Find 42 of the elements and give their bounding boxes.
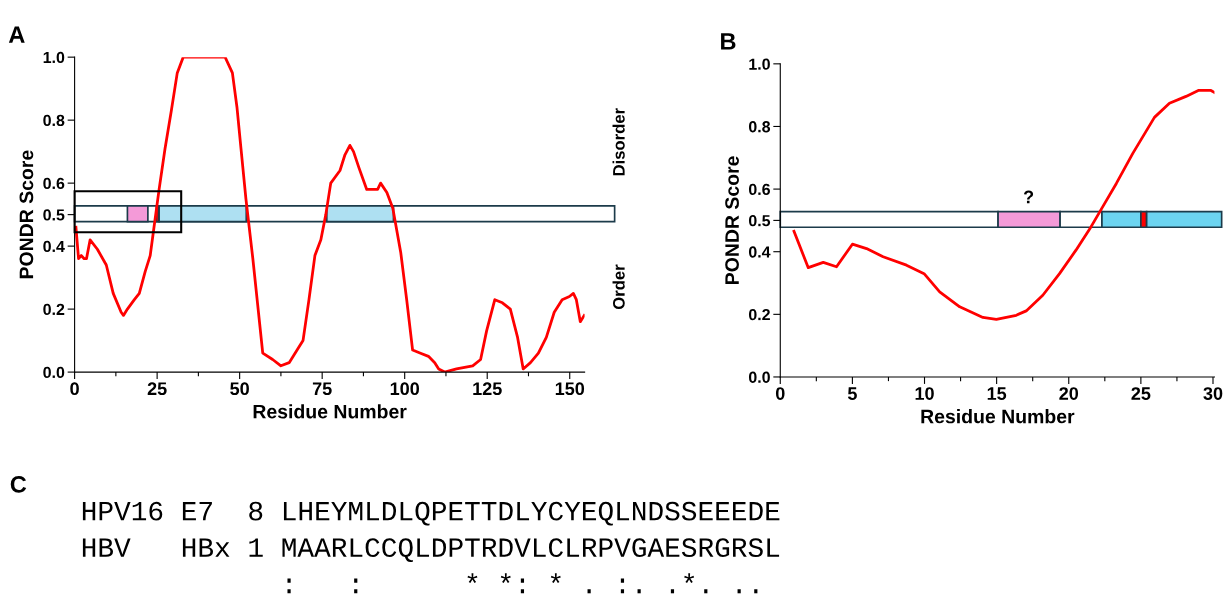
x-tick-label: 25: [147, 382, 167, 396]
y-tick-label: 0.2: [43, 303, 65, 316]
text: Order: [612, 264, 625, 310]
y-tick-label: 0.8: [748, 121, 771, 133]
y-axis-title: PONDR Score: [725, 156, 739, 284]
text: C: [10, 476, 27, 493]
x-tick-label: 25: [1131, 387, 1151, 400]
x-tick-label: 0: [70, 382, 79, 396]
text: HBV HBx 1 MAARLCCQLDPTRDVLCLRPVGAESRGRSL: [82, 538, 780, 563]
y-tick-label: 0.0: [43, 366, 65, 379]
text: HPV16 E7 8 LHEYMLDLQPETTDLYCYEQLNDSSEEEDE: [82, 501, 780, 526]
y-tick-label: 0.6: [43, 177, 65, 190]
x-tick-label: 20: [1059, 387, 1079, 400]
x-tick-label: 100: [390, 382, 420, 396]
x-axis-title: Residue Number: [253, 404, 407, 419]
x-tick-label: 125: [473, 382, 502, 396]
x-tick-label: 75: [312, 382, 332, 396]
y-tick-label: 0.0: [748, 371, 770, 383]
x-tick-label: 150: [555, 382, 585, 396]
text: : : * *: * . :. .*. ..: [287, 573, 758, 594]
x-tick-label: 15: [987, 387, 1007, 400]
y-tick-label: 1.0: [43, 51, 65, 64]
y-tick-label: 0.4: [748, 246, 771, 258]
x-tick-label: 0: [775, 387, 785, 400]
y-tick-label: 0.4: [43, 240, 65, 253]
x-tick-label: 30: [1203, 387, 1223, 400]
line-series: [792, 89, 1215, 321]
y-tick-label: 0.5: [43, 209, 65, 221]
y-tick-label: 0.8: [43, 114, 65, 127]
x-tick-label: 10: [915, 387, 934, 400]
y-tick-label: 0.2: [748, 308, 770, 321]
annotation: ?: [1023, 190, 1034, 204]
y-tick-label: 0.6: [748, 183, 770, 196]
chart-title: A: [8, 26, 25, 43]
y-tick-label: 1.0: [749, 58, 770, 70]
x-tick-label: 50: [230, 382, 249, 396]
y-tick-label: 0.5: [748, 215, 771, 227]
x-axis-title: Residue Number: [921, 409, 1075, 424]
x-tick-label: 5: [847, 387, 857, 400]
y-axis-title: PONDR Score: [19, 150, 34, 279]
text: Disorder: [612, 108, 625, 176]
chart-title: B: [721, 33, 736, 50]
